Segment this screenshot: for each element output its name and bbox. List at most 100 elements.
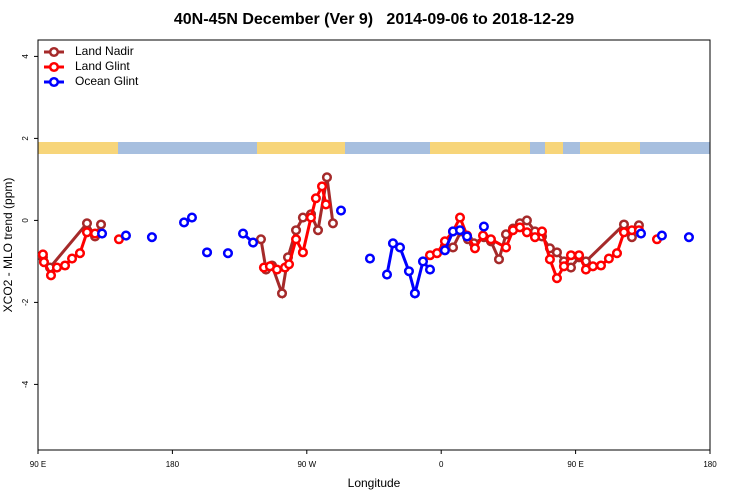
data-point	[454, 212, 466, 223]
data-point	[51, 262, 63, 273]
data-point	[544, 254, 555, 265]
land-ocean-band	[38, 142, 710, 154]
data-point	[120, 230, 132, 241]
data-point	[59, 260, 71, 271]
y-tick-label: 0	[21, 218, 30, 223]
data-point	[683, 232, 694, 243]
data-point	[611, 248, 623, 259]
plot-frame	[37, 39, 711, 451]
data-point	[394, 242, 406, 253]
data-point	[595, 260, 607, 271]
data-point	[454, 225, 466, 236]
data-point	[97, 228, 108, 239]
data-point	[290, 225, 302, 236]
land-strip	[580, 142, 640, 154]
data-point	[381, 269, 393, 280]
data-point	[551, 273, 562, 284]
data-point	[478, 221, 489, 232]
data-point	[587, 261, 598, 272]
legend-label: Ocean Glint	[75, 74, 139, 88]
legend-marker	[48, 61, 60, 73]
data-point	[74, 248, 86, 259]
y-tick-label: -4	[21, 380, 30, 388]
data-point	[403, 266, 414, 277]
data-point	[521, 215, 532, 226]
data-point	[316, 181, 328, 192]
data-point	[618, 227, 630, 238]
data-point	[431, 248, 443, 259]
legend-label: Land Glint	[75, 59, 130, 73]
data-point	[305, 212, 317, 223]
data-point	[38, 257, 50, 268]
data-point	[409, 288, 420, 299]
data-point	[146, 232, 157, 243]
data-point	[255, 234, 267, 245]
data-point	[469, 243, 480, 254]
data-point	[417, 256, 429, 267]
data-point	[321, 172, 333, 183]
data-point	[95, 219, 107, 230]
data-point	[237, 228, 249, 239]
land-strip	[257, 142, 345, 154]
land-strip	[38, 142, 118, 154]
data-point	[37, 249, 48, 260]
x-axis-label: Longitude	[348, 476, 401, 490]
data-point	[536, 226, 548, 237]
data-point	[247, 237, 259, 248]
data-point	[222, 248, 234, 259]
data-point	[635, 228, 647, 239]
legend-label: Land Nadir	[75, 44, 134, 58]
y-tick-label: 4	[21, 54, 30, 59]
data-point	[297, 212, 308, 223]
data-point	[276, 288, 288, 299]
data-point	[424, 264, 436, 275]
y-axis-label: XCO2 - MLO trend (ppm)	[1, 178, 15, 313]
legend-marker	[48, 46, 60, 58]
data-point	[290, 234, 302, 245]
data-point	[335, 205, 347, 216]
data-point	[178, 217, 190, 228]
y-tick-label: -2	[21, 298, 30, 306]
data-point	[477, 230, 489, 241]
chart-title: 40N-45N December (Ver 9) 2014-09-06 to 2…	[174, 11, 574, 28]
data-point	[283, 259, 295, 270]
data-point	[201, 247, 213, 258]
data-point	[500, 242, 512, 253]
data-point	[461, 231, 473, 242]
data-point	[529, 232, 541, 243]
data-point	[66, 253, 78, 264]
data-point	[485, 234, 496, 245]
data-point	[186, 212, 198, 223]
data-point	[297, 247, 308, 258]
data-point	[558, 261, 570, 272]
x-tick-label: 90 W	[297, 460, 316, 469]
data-point	[45, 270, 57, 281]
data-point	[521, 227, 532, 238]
data-point	[327, 218, 338, 229]
data-point	[656, 230, 667, 241]
data-point	[447, 242, 459, 253]
land-strip	[430, 142, 530, 154]
land-strip	[545, 142, 563, 154]
data-point	[551, 247, 562, 258]
x-tick-label: 0	[439, 460, 444, 469]
data-point	[618, 219, 630, 230]
ocean-strip	[38, 142, 710, 154]
data-point	[387, 238, 399, 249]
y-tick-label: 2	[21, 136, 30, 141]
data-point	[320, 199, 331, 210]
data-point	[271, 264, 282, 275]
data-point	[603, 253, 614, 264]
x-tick-label: 90 E	[30, 460, 46, 469]
data-point	[573, 250, 585, 261]
data-point	[514, 222, 525, 233]
data-point	[312, 225, 324, 236]
data-point	[81, 218, 93, 229]
data-point	[565, 250, 577, 261]
data-point	[310, 193, 321, 204]
legend-marker	[48, 76, 60, 88]
data-point	[81, 227, 93, 238]
data-point	[364, 253, 376, 264]
data-point	[493, 254, 505, 265]
x-tick-label: 180	[703, 460, 717, 469]
